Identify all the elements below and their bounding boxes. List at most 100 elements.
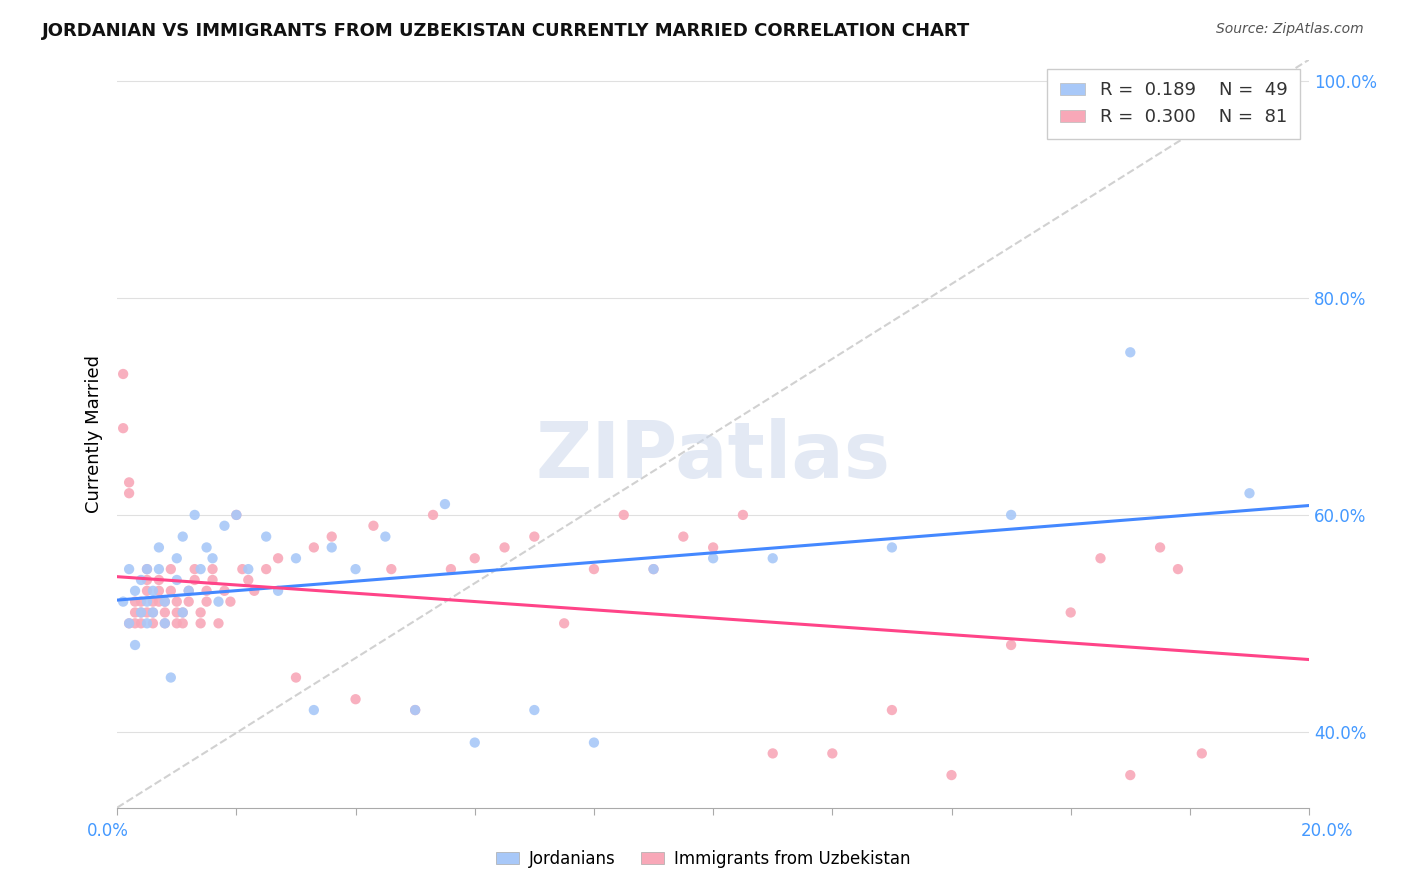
Point bbox=[374, 530, 396, 544]
Point bbox=[523, 703, 546, 717]
Point bbox=[1149, 541, 1171, 555]
Point bbox=[195, 541, 218, 555]
Point bbox=[433, 497, 456, 511]
Point bbox=[464, 735, 486, 749]
Point bbox=[880, 703, 903, 717]
Point bbox=[302, 703, 325, 717]
Point bbox=[190, 616, 212, 631]
Point bbox=[118, 475, 141, 490]
Point bbox=[124, 638, 146, 652]
Point bbox=[112, 367, 135, 381]
Point bbox=[254, 562, 277, 576]
Point bbox=[142, 606, 165, 620]
Point bbox=[136, 562, 159, 576]
Point bbox=[1167, 562, 1189, 576]
Point bbox=[553, 616, 575, 631]
Point bbox=[159, 671, 181, 685]
Point bbox=[243, 583, 266, 598]
Point bbox=[172, 606, 194, 620]
Point bbox=[207, 616, 229, 631]
Text: ZIPatlas: ZIPatlas bbox=[536, 418, 890, 494]
Point bbox=[148, 573, 170, 587]
Point bbox=[136, 573, 159, 587]
Point bbox=[112, 594, 135, 608]
Point bbox=[183, 508, 205, 522]
Point bbox=[136, 594, 159, 608]
Point bbox=[225, 508, 247, 522]
Point bbox=[190, 562, 212, 576]
Point bbox=[613, 508, 636, 522]
Point bbox=[153, 616, 176, 631]
Point bbox=[344, 692, 367, 706]
Point bbox=[166, 606, 188, 620]
Point bbox=[254, 530, 277, 544]
Point bbox=[207, 594, 229, 608]
Point bbox=[201, 562, 224, 576]
Point bbox=[285, 551, 308, 566]
Point bbox=[238, 573, 260, 587]
Point bbox=[321, 541, 343, 555]
Point bbox=[440, 562, 463, 576]
Point bbox=[1000, 638, 1022, 652]
Point bbox=[177, 583, 200, 598]
Text: 0.0%: 0.0% bbox=[87, 822, 129, 839]
Point bbox=[231, 562, 253, 576]
Point bbox=[159, 583, 181, 598]
Point bbox=[731, 508, 754, 522]
Point bbox=[172, 616, 194, 631]
Point bbox=[195, 583, 218, 598]
Point bbox=[1060, 606, 1083, 620]
Point bbox=[1119, 345, 1142, 359]
Point bbox=[702, 541, 724, 555]
Point bbox=[404, 703, 426, 717]
Point bbox=[941, 768, 963, 782]
Point bbox=[672, 530, 695, 544]
Point bbox=[166, 551, 188, 566]
Point bbox=[219, 594, 242, 608]
Point bbox=[124, 606, 146, 620]
Point bbox=[201, 573, 224, 587]
Point bbox=[136, 583, 159, 598]
Point bbox=[166, 594, 188, 608]
Point bbox=[118, 562, 141, 576]
Point bbox=[148, 562, 170, 576]
Point bbox=[166, 616, 188, 631]
Point bbox=[404, 703, 426, 717]
Point bbox=[153, 594, 176, 608]
Point bbox=[190, 606, 212, 620]
Point bbox=[582, 562, 605, 576]
Y-axis label: Currently Married: Currently Married bbox=[86, 355, 103, 513]
Point bbox=[285, 671, 308, 685]
Point bbox=[643, 562, 665, 576]
Point bbox=[153, 594, 176, 608]
Point bbox=[153, 616, 176, 631]
Point bbox=[183, 562, 205, 576]
Point bbox=[136, 606, 159, 620]
Point bbox=[148, 583, 170, 598]
Point bbox=[124, 583, 146, 598]
Point bbox=[380, 562, 402, 576]
Point bbox=[124, 616, 146, 631]
Legend: Jordanians, Immigrants from Uzbekistan: Jordanians, Immigrants from Uzbekistan bbox=[489, 844, 917, 875]
Point bbox=[183, 573, 205, 587]
Point bbox=[136, 616, 159, 631]
Point bbox=[702, 551, 724, 566]
Point bbox=[267, 551, 290, 566]
Point bbox=[148, 594, 170, 608]
Point bbox=[153, 606, 176, 620]
Point bbox=[159, 562, 181, 576]
Point bbox=[118, 616, 141, 631]
Point bbox=[129, 594, 152, 608]
Legend: R =  0.189    N =  49, R =  0.300    N =  81: R = 0.189 N = 49, R = 0.300 N = 81 bbox=[1047, 69, 1301, 139]
Point bbox=[762, 551, 785, 566]
Point bbox=[142, 583, 165, 598]
Point bbox=[762, 747, 785, 761]
Point bbox=[172, 606, 194, 620]
Point bbox=[112, 421, 135, 435]
Point bbox=[302, 541, 325, 555]
Point bbox=[214, 518, 236, 533]
Point bbox=[821, 747, 844, 761]
Point bbox=[118, 486, 141, 500]
Point bbox=[494, 541, 516, 555]
Point bbox=[136, 562, 159, 576]
